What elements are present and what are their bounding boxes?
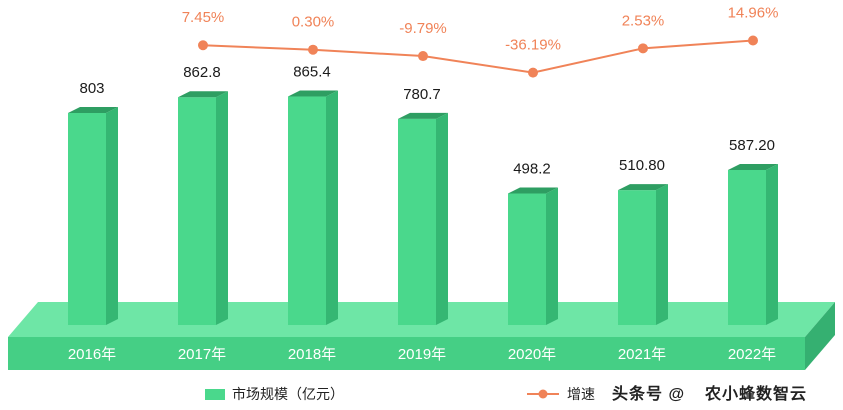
bar-5 [618,184,668,325]
growth-polyline [202,39,754,74]
bar-top [618,184,668,191]
bar-front [178,97,216,325]
bar-top [508,187,558,194]
growth-value-label: 14.96% [728,5,779,22]
bar-side [216,91,228,325]
bar-side [766,163,778,325]
growth-point [748,35,758,46]
x-tick-label: 2016年 [68,346,116,363]
growth-line [198,35,758,78]
growth-labels: 7.45% 0.30% -9.79% -36.19% 2.53% 14.96% [182,5,779,54]
bar-top [288,90,338,97]
growth-point [528,67,538,78]
bar-front [618,190,656,325]
bar-value-label: 780.7 [403,86,441,103]
growth-value-label: 7.45% [182,9,225,26]
x-tick-label: 2021年 [618,346,666,363]
legend: 市场规模（亿元） 增速 [205,386,595,402]
bar-4 [508,187,558,325]
brand-footer: 头条号 @ 农小蜂数智云 [612,384,807,403]
growth-point [198,40,208,51]
base-front-face [8,337,805,370]
x-tick-label: 2017年 [178,346,226,363]
bar-value-label: 510.80 [619,157,665,174]
legend-swatch-growth-marker [538,389,548,399]
bar-front [728,169,766,325]
brand-name: 农小蜂数智云 [704,384,807,403]
bar-6 [728,163,778,325]
bars [68,90,778,325]
bar-side [106,107,118,325]
growth-point [308,44,318,55]
bar-0 [68,107,118,325]
bar-top [728,163,778,170]
bar-side [326,90,338,325]
legend-label-growth: 增速 [567,386,595,402]
bar-1 [178,91,228,325]
bar-value-label: 587.20 [729,137,775,154]
bar-top [398,112,448,119]
bar-value-label: 862.8 [183,64,221,81]
brand-platform: 头条号 @ [612,384,685,403]
bar-top [178,91,228,98]
bar-3 [398,112,448,325]
value-labels: 803 862.8 865.4 780.7 498.2 510.80 587.20 [79,64,774,178]
growth-value-label: -9.79% [399,20,447,37]
bar-front [288,96,326,325]
x-tick-label: 2022年 [728,346,776,363]
legend-swatch-market-size [205,389,225,400]
bar-front [508,193,546,325]
growth-value-label: -36.19% [505,37,561,54]
bar-value-label: 865.4 [293,64,331,81]
bar-side [546,187,558,325]
base-side-face [805,302,835,370]
bar-front [68,113,106,325]
bar-side [436,112,448,325]
growth-value-label: 2.53% [622,12,665,29]
growth-point [418,51,428,62]
x-tick-label: 2018年 [288,346,336,363]
bar-value-label: 498.2 [513,160,551,177]
legend-label-market-size: 市场规模（亿元） [232,386,344,402]
bar-2 [288,90,338,325]
x-tick-label: 2020年 [508,346,556,363]
growth-value-label: 0.30% [292,14,335,31]
bar-front [398,118,436,325]
bar-side [656,184,668,325]
x-axis-labels: 2016年 2017年 2018年 2019年 2020年 2021年 2022年 [68,346,776,363]
bar-top [68,107,118,113]
bar-value-label: 803 [79,80,104,97]
growth-point [638,43,648,54]
x-tick-label: 2019年 [398,346,446,363]
